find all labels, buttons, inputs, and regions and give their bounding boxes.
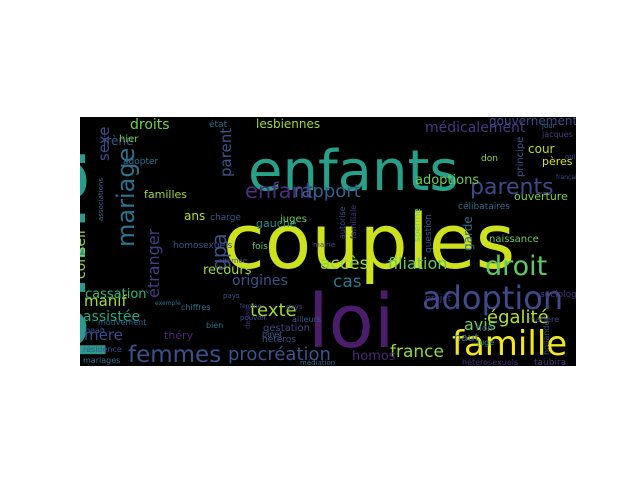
word-parents: parents bbox=[470, 175, 554, 200]
word-irène: irène bbox=[103, 134, 133, 148]
word-ailleurs: ailleurs bbox=[292, 315, 321, 324]
word-exemple: exemple bbox=[155, 300, 181, 307]
word-théry: théry bbox=[164, 329, 194, 342]
word-médiation: médiation bbox=[300, 359, 335, 366]
word-taubira: taubira bbox=[534, 358, 566, 366]
word-assistée: assistée bbox=[83, 309, 140, 325]
word-beau: beau bbox=[85, 326, 105, 335]
word-français: français bbox=[556, 174, 576, 181]
word-cassation: cassation bbox=[85, 287, 147, 302]
word-sperme: sperme bbox=[413, 208, 423, 242]
word-hollande: hollande bbox=[542, 321, 551, 355]
word-conseil: conseil bbox=[80, 230, 89, 279]
word-adoption: adoption bbox=[422, 279, 563, 317]
word-adoptions: adoptions bbox=[415, 173, 479, 188]
word-origines: origines bbox=[232, 273, 288, 289]
word-égalité: égalité bbox=[487, 307, 549, 328]
word-mariage: mariage bbox=[112, 148, 140, 247]
word-étranger: étranger bbox=[144, 228, 163, 298]
word-familiale: familiale bbox=[349, 205, 358, 239]
word-mairie: mairie bbox=[313, 241, 335, 249]
word-pères: pères bbox=[542, 155, 573, 168]
word-cas: cas bbox=[333, 272, 362, 292]
word-cour: cour bbox=[528, 142, 555, 156]
word-juges: juges bbox=[279, 214, 307, 225]
word-droit: droit bbox=[485, 251, 547, 282]
word-couples: couples bbox=[223, 197, 515, 286]
word-mouvement: mouvement bbox=[98, 318, 146, 327]
word-binet: binet bbox=[262, 330, 282, 339]
word-gauche: gauche bbox=[256, 217, 297, 230]
word-france: france bbox=[390, 342, 444, 362]
word-chiffres: chiffres bbox=[181, 303, 210, 312]
word-naissance: naissance bbox=[489, 234, 539, 245]
word-ans: ans bbox=[184, 209, 205, 223]
word-adopter: adopter bbox=[123, 157, 159, 167]
word-hétéros: hétéros bbox=[262, 334, 296, 345]
word-mère: mère bbox=[84, 326, 123, 344]
word-oui: oui bbox=[565, 153, 576, 161]
word-pma: pma bbox=[80, 145, 109, 363]
word-sexe: sexe bbox=[95, 127, 113, 161]
word-garde: garde bbox=[461, 216, 475, 251]
word-principe: principe bbox=[515, 137, 526, 177]
word-recours: recours bbox=[203, 263, 252, 278]
word-cloud: pma couples enfants loi famille adoption droit… bbox=[80, 117, 576, 366]
word-filiation: filiation bbox=[388, 254, 447, 273]
word-avis: avis bbox=[464, 315, 496, 334]
word-sociologue: sociologue bbox=[540, 290, 576, 300]
word-gouvernement: gouvernement bbox=[489, 117, 576, 128]
word-célibataires: célibataires bbox=[458, 201, 510, 212]
word-lesbiennes: lesbiennes bbox=[256, 117, 320, 131]
word-femmes: femmes bbox=[128, 342, 221, 366]
word-résidence: résidence bbox=[83, 344, 122, 354]
word-état: état bbox=[209, 119, 228, 130]
word-charge: charge bbox=[210, 213, 241, 223]
word-non: non bbox=[476, 324, 493, 334]
word-associations: associations bbox=[97, 178, 105, 221]
word-loi: loi bbox=[308, 279, 394, 365]
word-famille: famille bbox=[452, 324, 567, 364]
word-médicalement: médicalement bbox=[425, 120, 526, 136]
word-hier: hier bbox=[119, 134, 139, 145]
word-projet: projet bbox=[425, 294, 452, 304]
word-jacques: jacques bbox=[541, 130, 573, 139]
word-homosexuels: homosexuels bbox=[173, 241, 233, 251]
word-mariages: mariages bbox=[83, 356, 120, 365]
word-parent: parent bbox=[217, 128, 235, 177]
word-bien: bien bbox=[206, 321, 223, 330]
word-accès: accès bbox=[320, 254, 369, 274]
word-gestation: gestation bbox=[263, 323, 310, 334]
word-manif: manif bbox=[84, 292, 127, 310]
word-familles: familles bbox=[144, 188, 187, 201]
word-devait: devait bbox=[244, 307, 252, 329]
word-question: question bbox=[424, 214, 434, 253]
word-fois: fois bbox=[252, 242, 268, 252]
word-don: don bbox=[481, 154, 498, 164]
word-pays: pays bbox=[223, 292, 240, 300]
word-juge: juge bbox=[476, 338, 494, 347]
word-pouvoir: pouvoir bbox=[240, 314, 267, 322]
word-gays: gays bbox=[286, 303, 303, 311]
word-haut: haut bbox=[454, 331, 480, 344]
word-procréation: procréation bbox=[228, 344, 331, 365]
word-homos: homos bbox=[352, 349, 396, 364]
word-femme: femme bbox=[240, 303, 261, 310]
word-droits: droits bbox=[130, 117, 170, 133]
word-alternée: alternée bbox=[218, 257, 247, 265]
word-jour: jour bbox=[541, 122, 556, 130]
word-gpa: gpa bbox=[207, 233, 231, 271]
word-enfant: enfant bbox=[245, 179, 313, 203]
word-matière: matière bbox=[528, 314, 559, 324]
word-hétérosexuels: hétérosexuels bbox=[462, 357, 518, 366]
word-rapport: rapport bbox=[294, 181, 361, 202]
word-enfants: enfants bbox=[248, 139, 459, 204]
word-ouverture: ouverture bbox=[514, 190, 568, 203]
word-autorise: autorise bbox=[338, 206, 347, 239]
word-texte: texte bbox=[250, 300, 297, 321]
